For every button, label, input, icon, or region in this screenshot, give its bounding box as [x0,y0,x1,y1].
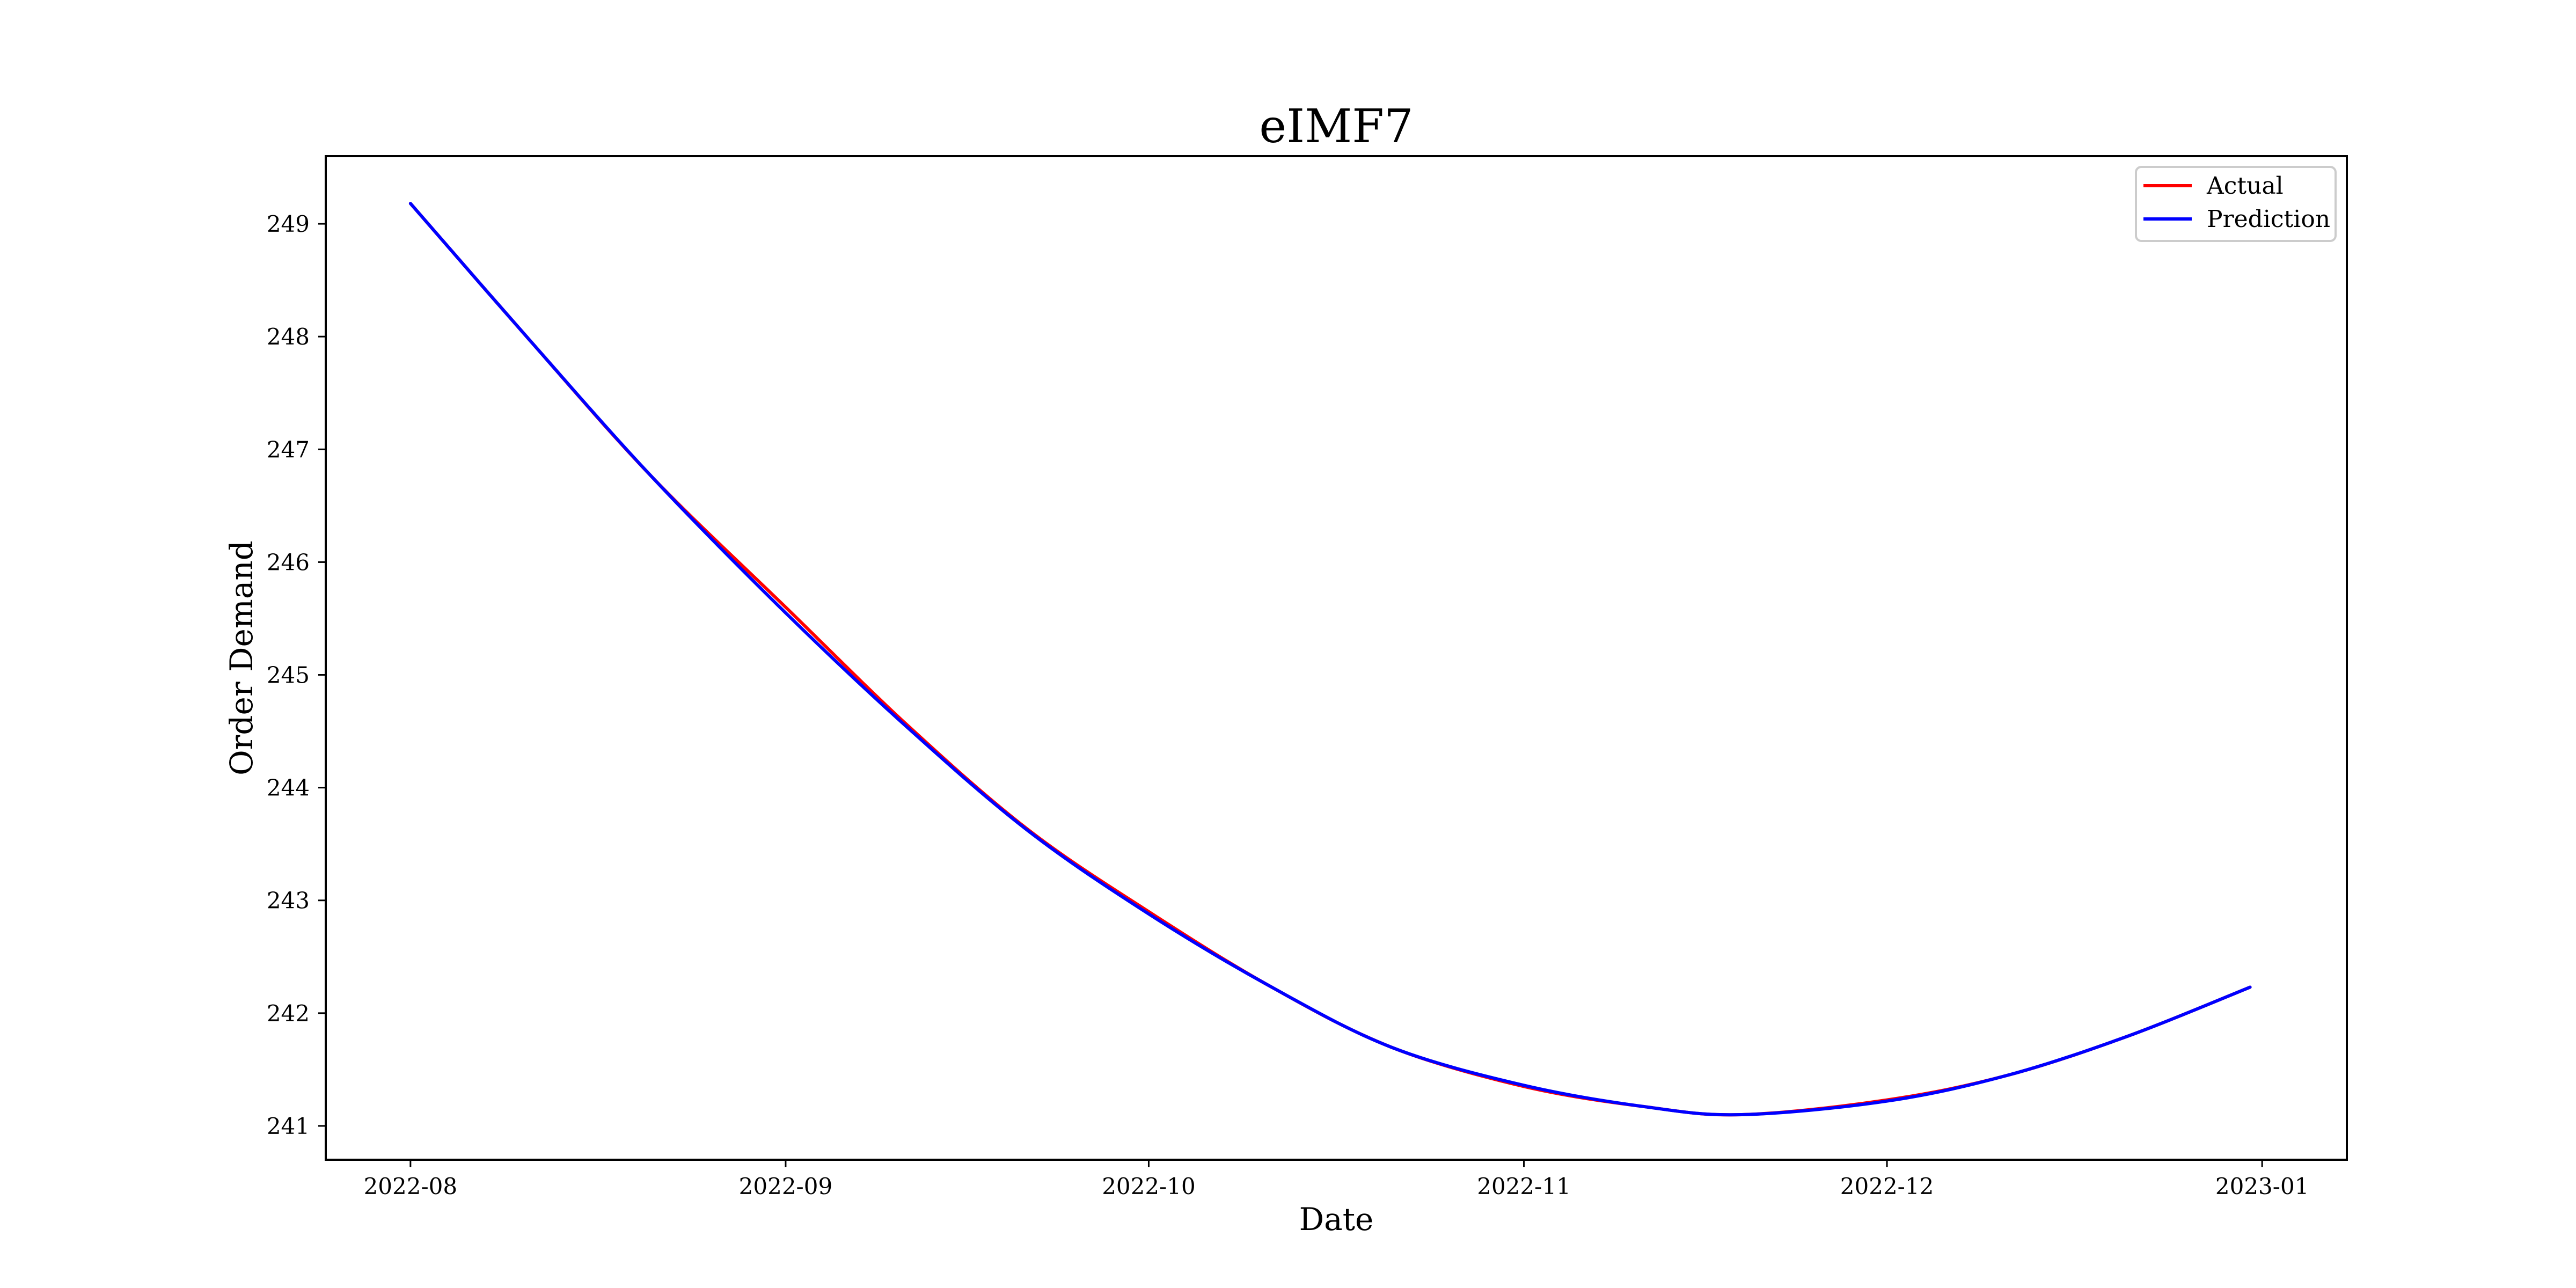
legend: Actual Prediction [2135,166,2337,242]
y-tick-label: 248 [267,324,310,350]
y-tick-label: 249 [267,211,310,237]
y-tick-label: 243 [267,888,310,914]
chart-title: eIMF7 [1259,100,1413,153]
y-tick-label: 242 [267,1000,310,1027]
x-tick-label: 2022-11 [1477,1173,1571,1199]
series-layer [408,202,2252,1117]
x-tick-label: 2022-10 [1102,1173,1196,1199]
y-tick-label: 245 [267,662,310,689]
x-tick-label: 2022-12 [1840,1173,1934,1199]
y-tick-label: 244 [267,775,310,801]
y-tick-label: 241 [267,1113,310,1139]
y-axis-label: Order Demand [223,540,260,775]
x-axis-label: Date [1299,1201,1374,1238]
y-tick-label: 247 [267,436,310,463]
x-axis: 2022-08 2022-09 2022-10 2022-11 2022-12 2023-… [364,1160,2309,1199]
x-tick-label: 2022-09 [739,1173,833,1199]
legend-label-prediction: Prediction [2207,206,2330,233]
y-axis: 241 242 243 244 245 246 247 248 249 [267,211,326,1139]
series-line-prediction [408,202,2252,1117]
plot-frame [325,155,2348,1161]
legend-label-actual: Actual [2206,172,2284,200]
x-tick-label: 2022-08 [364,1173,458,1199]
x-tick-label: 2023-01 [2215,1173,2309,1199]
y-tick-label: 246 [267,549,310,575]
series-line-actual [408,202,2252,1117]
